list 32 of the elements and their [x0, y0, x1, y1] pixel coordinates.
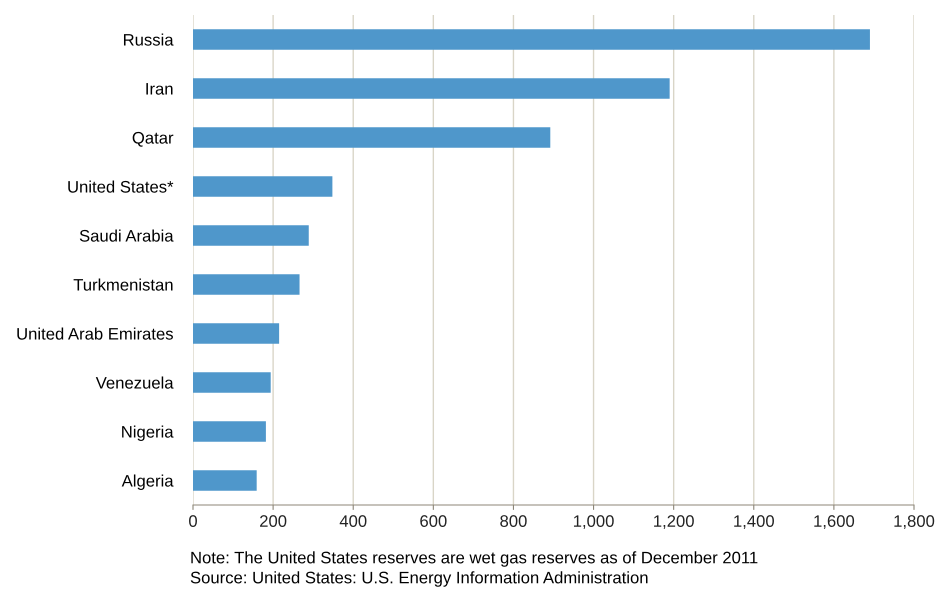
bar — [193, 421, 266, 442]
bar — [193, 323, 280, 344]
bar — [193, 274, 300, 295]
y-tick-label: Qatar — [132, 132, 174, 147]
x-tick-label: 800 — [500, 515, 527, 527]
y-tick-label: Nigeria — [122, 425, 174, 441]
y-tick-label: Algeria — [122, 474, 174, 490]
bar — [193, 372, 271, 393]
x-tick-label: 600 — [420, 515, 447, 527]
x-tick-label: 1,400 — [734, 515, 774, 529]
y-tick-label: Iran — [146, 83, 172, 95]
bar — [193, 176, 332, 197]
x-tick-label: 1,200 — [654, 515, 694, 529]
bar — [193, 470, 257, 491]
bar — [193, 29, 870, 50]
y-tick-label: Turkmenistan — [74, 278, 172, 291]
y-tick-label: Saudi Arabia — [80, 229, 174, 242]
y-tick-label: Russia — [124, 33, 174, 46]
x-tick-label: 400 — [340, 515, 366, 527]
y-tick-label: United States* — [68, 180, 174, 193]
bar — [193, 225, 309, 246]
x-tick-label: 1,600 — [814, 515, 854, 529]
source-note: Source: United States: U.S. Energy Information Administration — [190, 571, 648, 587]
bar — [193, 78, 670, 99]
text: Note: The United States reserves are wet gas reserves as of December 2011 — [191, 551, 758, 567]
y-tick-label: Venezuela — [96, 376, 174, 389]
x-tick-label: 0 — [189, 515, 197, 527]
bar — [193, 127, 550, 148]
y-tick-label: United Arab Emirates — [17, 327, 173, 340]
x-tick-label: 200 — [260, 515, 286, 527]
x-tick-label: 1,800 — [894, 515, 934, 529]
x-tick-label: 1,000 — [574, 515, 614, 529]
